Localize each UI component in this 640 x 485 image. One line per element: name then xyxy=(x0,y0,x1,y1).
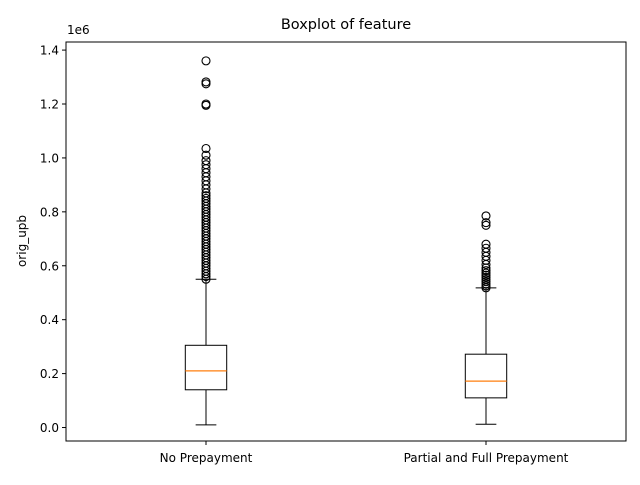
plot-area: 0.0 0.2 0.4 0.6 0.8 1.0 1.2 1.4 No Prepayment Par… xyxy=(40,41,627,465)
outlier-point xyxy=(481,268,491,278)
outlier-point xyxy=(201,150,211,160)
outlier-point xyxy=(481,243,491,253)
y-tick-label: 0.2 xyxy=(40,367,59,381)
outlier-point xyxy=(201,191,211,201)
y-tick-label: 0.6 xyxy=(40,259,59,273)
y-axis-offset-label: 1e6 xyxy=(67,23,90,37)
chart-title: Boxplot of feature xyxy=(281,17,411,33)
outlier-point xyxy=(481,239,491,249)
outlier-point xyxy=(201,160,211,170)
outlier-point xyxy=(481,220,491,230)
outlier-point xyxy=(481,211,491,221)
axes-frame xyxy=(65,41,627,442)
outlier-point xyxy=(481,266,491,276)
outlier-point xyxy=(201,193,211,203)
y-tick-label: 0.0 xyxy=(40,421,59,435)
outlier-point xyxy=(201,156,211,166)
outlier-point xyxy=(201,77,211,87)
outlier-point xyxy=(201,79,211,89)
box-iqr xyxy=(184,344,228,391)
y-tick-label: 0.4 xyxy=(40,313,59,327)
y-tick-label: 1.2 xyxy=(40,98,59,112)
y-tick-label: 1.0 xyxy=(40,151,59,165)
outlier-point xyxy=(201,56,211,66)
y-tick-label: 1.4 xyxy=(40,44,59,58)
outlier-point xyxy=(201,143,211,154)
outlier-point xyxy=(201,99,211,109)
y-axis-label: orig_upb xyxy=(15,215,29,267)
box-iqr xyxy=(464,353,508,399)
y-tick-label: 0.8 xyxy=(40,205,59,219)
x-tick-label: No Prepayment xyxy=(160,451,253,465)
outlier-point xyxy=(481,218,491,228)
x-tick-label: Partial and Full Prepayment xyxy=(404,451,569,465)
